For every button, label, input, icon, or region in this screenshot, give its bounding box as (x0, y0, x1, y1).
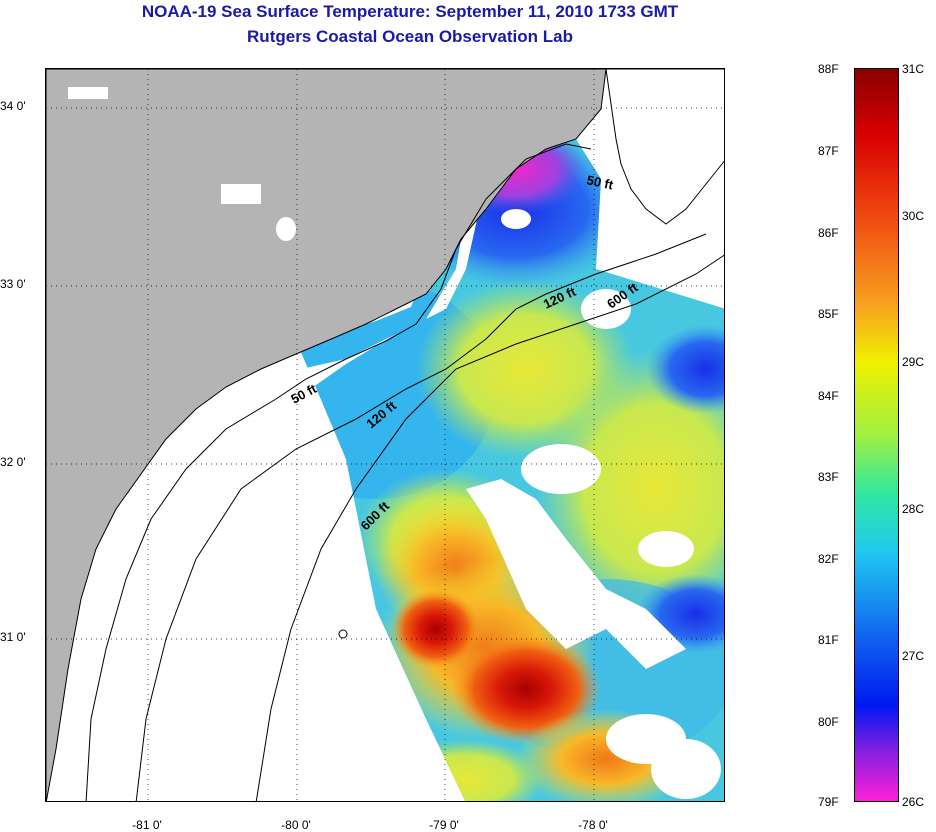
colorbar-c-28: 28C (902, 502, 925, 516)
lat-label-32: 32 0' (0, 455, 26, 469)
colorbar-f-84: 84F (818, 389, 839, 403)
lake-1 (68, 87, 108, 99)
lon-label-78: -78 0' (578, 818, 608, 832)
lat-label-33: 33 0' (0, 277, 26, 291)
small-contour-ring (338, 629, 348, 639)
colorbar-f-86: 86F (818, 226, 839, 240)
colorbar-f-79: 79F (818, 795, 839, 809)
depth-contours (85, 143, 724, 801)
contour-600ft (255, 254, 724, 801)
lake-3 (276, 217, 296, 241)
lat-lon-grid (46, 69, 724, 801)
colorbar-c-31: 31C (902, 62, 925, 76)
colorbar-f-82: 82F (818, 552, 839, 566)
contour-50ft (85, 143, 592, 801)
colorbar-f-80: 80F (818, 715, 839, 729)
temperature-colorbar (854, 68, 899, 802)
map-subtitle: Rutgers Coastal Ocean Observation Lab (247, 27, 573, 46)
lon-label-81: -81 0' (132, 818, 162, 832)
contour-label-50ft-north: 50 ft (585, 172, 615, 192)
lon-label-80: -80 0' (281, 818, 311, 832)
lat-label-34: 34 0' (0, 99, 26, 113)
colorbar-f-85: 85F (818, 307, 839, 321)
colorbar-f-88: 88F (818, 62, 839, 76)
colorbar-c-27: 27C (902, 649, 925, 663)
land-mass (46, 69, 607, 801)
colorbar-f-81: 81F (818, 633, 839, 647)
colorbar-c-26: 26C (902, 795, 925, 809)
colorbar-f-83: 83F (818, 470, 839, 484)
inland-waterway (605, 69, 724, 225)
map-title: NOAA-19 Sea Surface Temperature: Septemb… (141, 2, 679, 21)
lake-2 (221, 184, 261, 204)
colorbar-f-87: 87F (818, 144, 839, 158)
contour-120ft (135, 233, 707, 801)
sst-map[interactable]: 50 ft 120 ft 600 ft 50 ft 120 ft 600 ft (45, 68, 725, 802)
lat-label-31: 31 0' (0, 630, 26, 644)
colorbar-c-29: 29C (902, 355, 925, 369)
colorbar-c-30: 30C (902, 209, 925, 223)
sst-map-canvas: 50 ft 120 ft 600 ft 50 ft 120 ft 600 ft (46, 69, 724, 801)
lon-label-79: -79 0' (429, 818, 459, 832)
